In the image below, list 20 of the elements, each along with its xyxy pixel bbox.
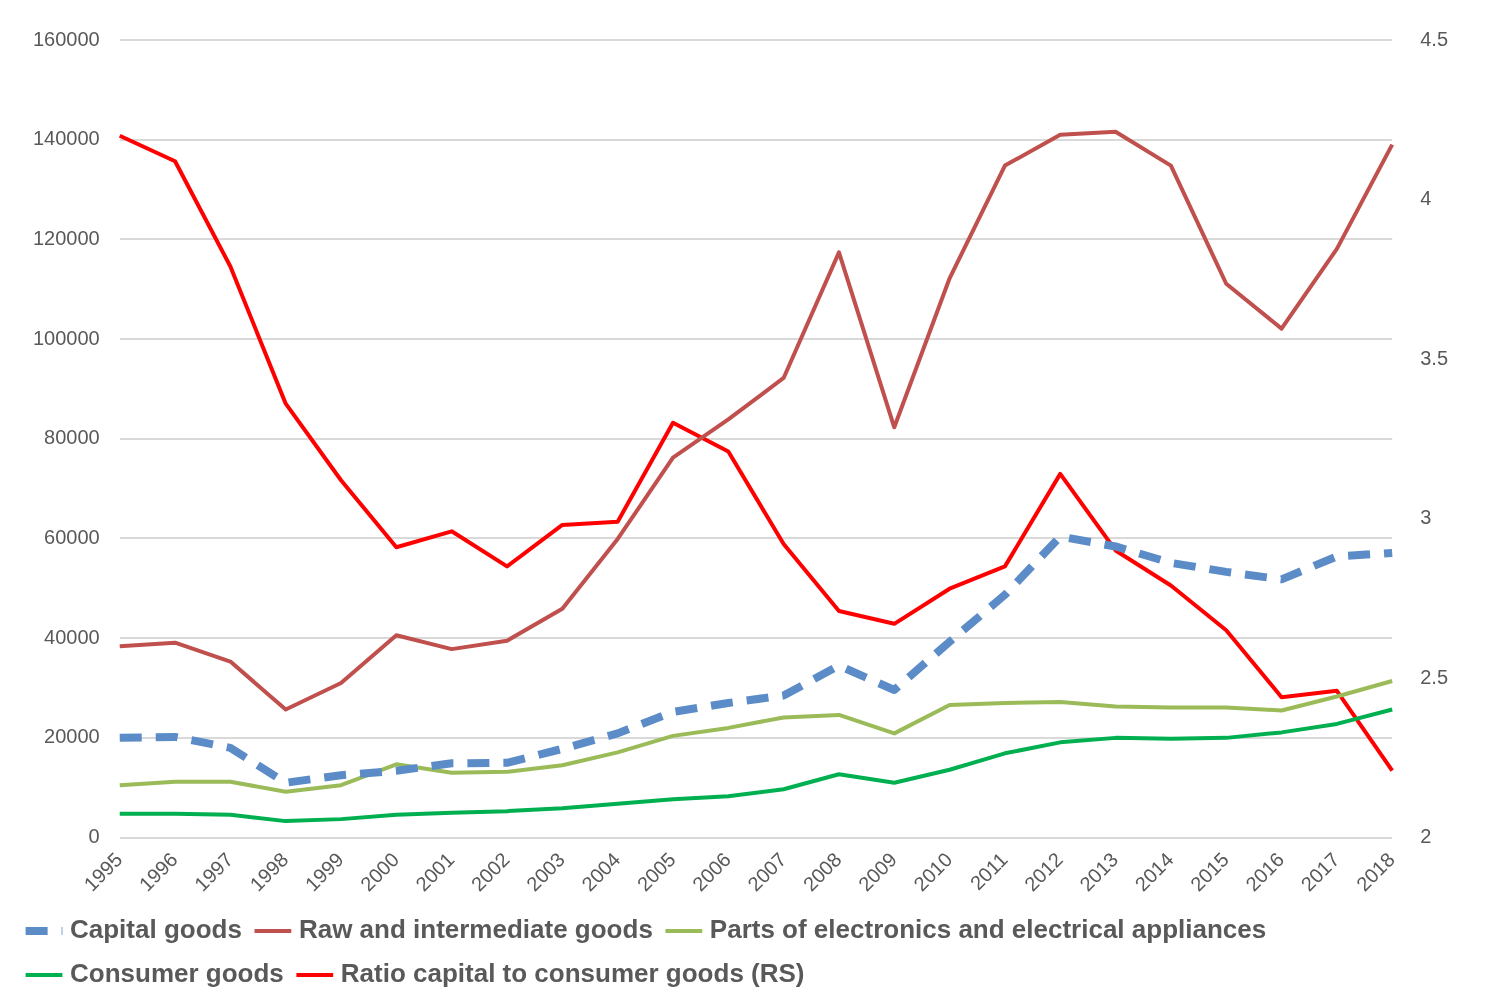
y2-tick-label: 4 bbox=[1420, 187, 1432, 210]
y2-tick-label: 3 bbox=[1420, 506, 1432, 529]
legend-label: Ratio capital to consumer goods (RS) bbox=[340, 958, 805, 989]
legend-label: Raw and intermediate goods bbox=[298, 914, 653, 945]
y-tick-label: 40000 bbox=[44, 625, 100, 648]
y-tick-label: 140000 bbox=[32, 127, 100, 150]
y2-tick-label: 2.5 bbox=[1420, 665, 1449, 688]
legend-label: Consumer goods bbox=[70, 958, 284, 989]
legend-label: Parts of electronics and electrical appliances bbox=[709, 914, 1267, 945]
y2-tick-label: 4.5 bbox=[1420, 27, 1449, 50]
y-tick-label: 100000 bbox=[32, 326, 100, 349]
y-tick-label: 80000 bbox=[44, 426, 100, 449]
y2-tick-label: 3.5 bbox=[1420, 346, 1449, 369]
y2-tick-label: 2 bbox=[1420, 825, 1432, 848]
y-tick-label: 20000 bbox=[44, 725, 100, 748]
legend-label: Capital goods bbox=[70, 914, 242, 945]
y-tick-label: 0 bbox=[88, 825, 100, 848]
y-tick-label: 160000 bbox=[32, 27, 100, 50]
y-tick-label: 120000 bbox=[32, 226, 100, 249]
y-tick-label: 60000 bbox=[44, 526, 100, 548]
